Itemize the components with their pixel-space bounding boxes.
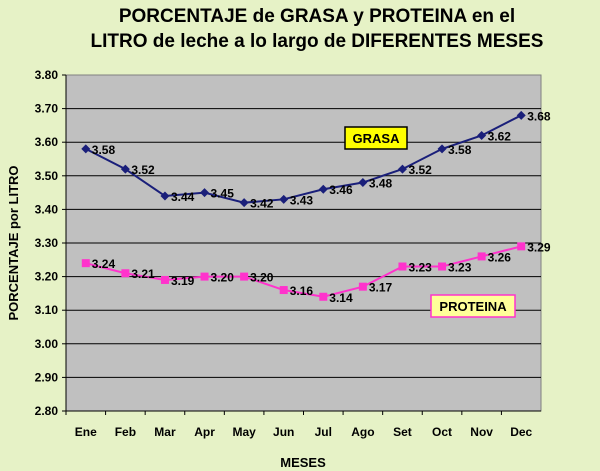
legend-callout-box [344, 126, 408, 150]
data-label-proteina: 3.14 [329, 291, 353, 305]
y-tick-label: 3.60 [35, 135, 59, 149]
x-tick-label: May [232, 425, 256, 439]
y-tick-label: 3.10 [35, 303, 59, 317]
data-point-proteina [358, 282, 367, 291]
x-tick-label: Dec [510, 425, 532, 439]
data-point-proteina [319, 292, 328, 301]
x-tick-label: Feb [115, 425, 136, 439]
data-labels: 3.58 3.52 3.44 3.45 3.42 3.43 3.46 3.48 3.52 3.58… [92, 109, 551, 304]
data-label-proteina: 3.16 [290, 284, 314, 298]
legend-callout-label: PROTEINA [439, 299, 507, 314]
data-label-grasa: 3.48 [369, 177, 393, 191]
data-point-proteina [240, 272, 249, 281]
legend-callout-label: GRASA [353, 131, 401, 146]
x-tick-label: Jun [273, 425, 294, 439]
data-point-proteina [477, 252, 486, 261]
x-tick-label: Jul [315, 425, 332, 439]
y-tick-label: 3.20 [35, 270, 59, 284]
data-point-grasa [279, 194, 289, 204]
gridlines [66, 108, 541, 378]
data-label-grasa: 3.68 [527, 109, 551, 123]
x-tick-label: Ene [75, 425, 97, 439]
data-label-grasa: 3.58 [448, 143, 472, 157]
data-point-proteina [200, 272, 209, 281]
y-tick-label: 2.90 [35, 370, 59, 384]
x-tick-label: Ago [351, 425, 374, 439]
chart-title-line-2: LITRO de leche a lo largo de DIFERENTES … [90, 31, 544, 52]
data-label-grasa: 3.52 [131, 163, 155, 177]
data-label-proteina: 3.17 [369, 281, 393, 295]
data-point-grasa [437, 144, 447, 154]
y-tick-label: 2.80 [35, 404, 59, 418]
series-line-proteina [85, 245, 522, 298]
data-point-grasa [397, 164, 407, 174]
data-label-grasa: 3.42 [250, 197, 274, 211]
x-tick-label: Mar [154, 425, 176, 439]
data-label-proteina: 3.23 [408, 261, 432, 275]
y-tick-label: 3.50 [35, 169, 59, 183]
data-point-proteina [160, 275, 169, 284]
data-point-grasa [81, 144, 91, 154]
data-label-grasa: 3.52 [408, 163, 432, 177]
data-label-grasa: 3.62 [488, 129, 512, 143]
data-label-proteina: 3.20 [211, 271, 235, 285]
y-axis-title: PORCENTAJE por LITRO [6, 165, 21, 320]
x-axis-title: MESES [280, 455, 326, 470]
data-label-proteina: 3.20 [250, 271, 274, 285]
data-point-grasa [477, 130, 487, 140]
data-label-proteina: 3.19 [171, 274, 195, 288]
y-tick-label: 3.00 [35, 337, 59, 351]
data-point-grasa [120, 164, 130, 174]
data-point-proteina [517, 242, 526, 251]
x-tick-label: Nov [470, 425, 493, 439]
y-tick-label: 3.40 [35, 202, 59, 216]
data-point-grasa [318, 184, 328, 194]
data-point-proteina [438, 262, 447, 271]
x-axis-ticks: Ene Feb Mar Apr May Jun Jul Ago Set Oct Nov Dec [65, 411, 533, 439]
chart-title: PORCENTAJE de GRASA y PROTEINA en el LIT… [52, 4, 582, 54]
data-point-proteina [279, 286, 288, 295]
series-layer [81, 110, 526, 301]
data-label-grasa: 3.46 [329, 183, 353, 197]
x-tick-label: Apr [194, 425, 215, 439]
data-label-proteina: 3.21 [131, 267, 155, 281]
chart-title-line-1: PORCENTAJE de GRASA y PROTEINA en el [118, 6, 516, 27]
data-point-grasa [516, 110, 526, 120]
data-label-proteina: 3.29 [527, 240, 551, 254]
data-label-proteina: 3.23 [448, 261, 472, 275]
data-label-grasa: 3.58 [92, 143, 116, 157]
x-tick-label: Set [393, 425, 412, 439]
data-point-grasa [239, 198, 249, 208]
data-point-grasa [160, 191, 170, 201]
data-label-grasa: 3.45 [211, 187, 235, 201]
y-tick-label: 3.70 [35, 102, 59, 116]
data-label-proteina: 3.26 [488, 250, 512, 264]
series-line-grasa [85, 114, 522, 204]
y-tick-label: 3.30 [35, 236, 59, 250]
annotations: GRASA PROTEINA [344, 126, 516, 318]
y-tick-label: 3.80 [35, 68, 59, 82]
data-point-proteina [121, 269, 130, 278]
data-point-grasa [200, 188, 210, 198]
data-label-grasa: 3.43 [290, 193, 314, 207]
data-point-proteina [398, 262, 407, 271]
legend-callout-box [430, 294, 516, 318]
data-point-grasa [358, 178, 368, 188]
data-label-proteina: 3.24 [92, 257, 116, 271]
x-tick-label: Oct [432, 425, 452, 439]
data-point-proteina [81, 259, 90, 268]
data-label-grasa: 3.44 [171, 190, 195, 204]
